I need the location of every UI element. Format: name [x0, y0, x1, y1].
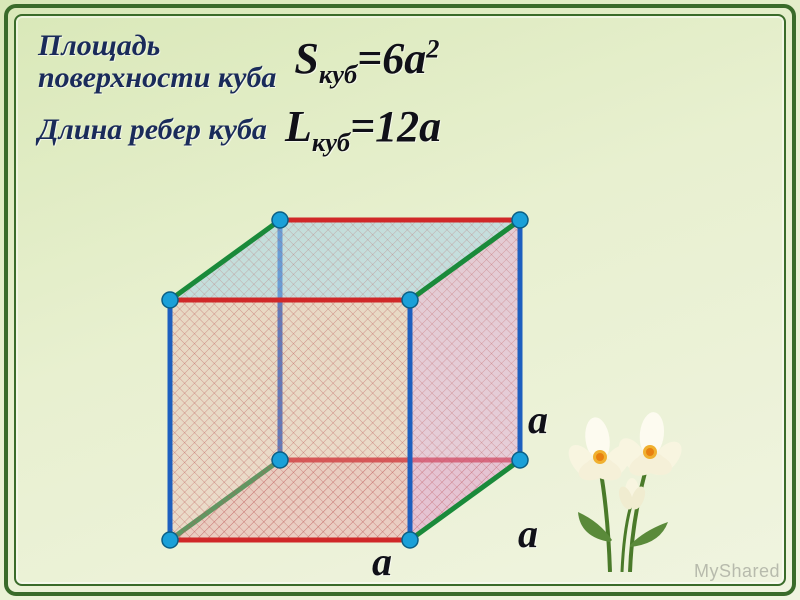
edges-L: L — [285, 102, 312, 151]
surface-eq: =6a — [357, 34, 426, 83]
edges-eq: =12a — [350, 102, 441, 151]
watermark: MyShared — [694, 561, 780, 582]
flowers-decoration — [540, 372, 720, 572]
edge-label-depth: a — [518, 510, 538, 557]
surface-area-row: Площадь поверхности куба Sкуб=6a2 — [38, 30, 774, 93]
surface-S: S — [294, 34, 318, 83]
surface-sub: куб — [319, 59, 357, 89]
edge-label-bottom: a — [372, 538, 392, 585]
surface-label-line2: поверхности куба — [38, 61, 276, 94]
edges-label: Длина ребер куба — [38, 114, 267, 146]
edges-sub: куб — [312, 127, 350, 157]
surface-label: Площадь поверхности куба — [38, 30, 276, 93]
edges-length-row: Длина ребер куба Lкуб=12a — [38, 101, 774, 158]
surface-formula: Sкуб=6a2 — [294, 33, 439, 90]
surface-label-line1: Площадь — [38, 29, 160, 62]
surface-sup: 2 — [426, 33, 439, 63]
cube-diagram: a a a — [110, 210, 530, 570]
face-front-hatch2 — [170, 300, 410, 540]
edges-formula: Lкуб=12a — [285, 101, 441, 158]
formulas-block: Площадь поверхности куба Sкуб=6a2 Длина … — [38, 30, 774, 166]
